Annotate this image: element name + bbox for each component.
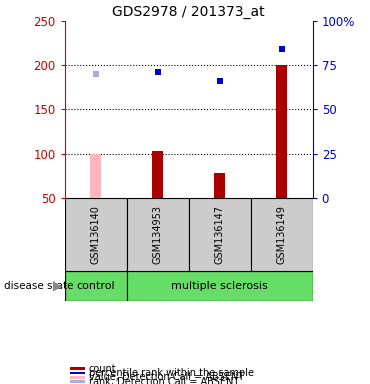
Bar (189, 198, 251, 271)
Text: control: control (77, 281, 115, 291)
Text: percentile rank within the sample: percentile rank within the sample (89, 368, 254, 378)
Bar (70, 380, 85, 383)
Title: GDS2978 / 201373_at: GDS2978 / 201373_at (112, 5, 265, 19)
Bar (70, 376, 85, 379)
Text: count: count (89, 364, 117, 374)
Text: rank, Detection Call = ABSENT: rank, Detection Call = ABSENT (89, 377, 239, 384)
Text: value, Detection Call = ABSENT: value, Detection Call = ABSENT (89, 372, 244, 382)
Text: GSM136149: GSM136149 (277, 205, 287, 264)
Bar (152, 151, 163, 198)
Bar (70, 367, 85, 370)
Text: GSM136147: GSM136147 (215, 205, 225, 264)
Bar (65, 271, 127, 301)
Text: GSM134953: GSM134953 (153, 205, 163, 264)
Bar (70, 372, 85, 374)
Text: disease state: disease state (4, 281, 73, 291)
Bar (276, 65, 287, 198)
Bar (127, 198, 189, 271)
Bar (90, 154, 101, 198)
Bar (214, 173, 225, 198)
Text: GSM136140: GSM136140 (91, 205, 101, 264)
Text: multiple sclerosis: multiple sclerosis (171, 281, 268, 291)
Text: ▶: ▶ (53, 280, 62, 293)
Bar (65, 198, 127, 271)
Bar (127, 271, 313, 301)
Bar (251, 198, 313, 271)
